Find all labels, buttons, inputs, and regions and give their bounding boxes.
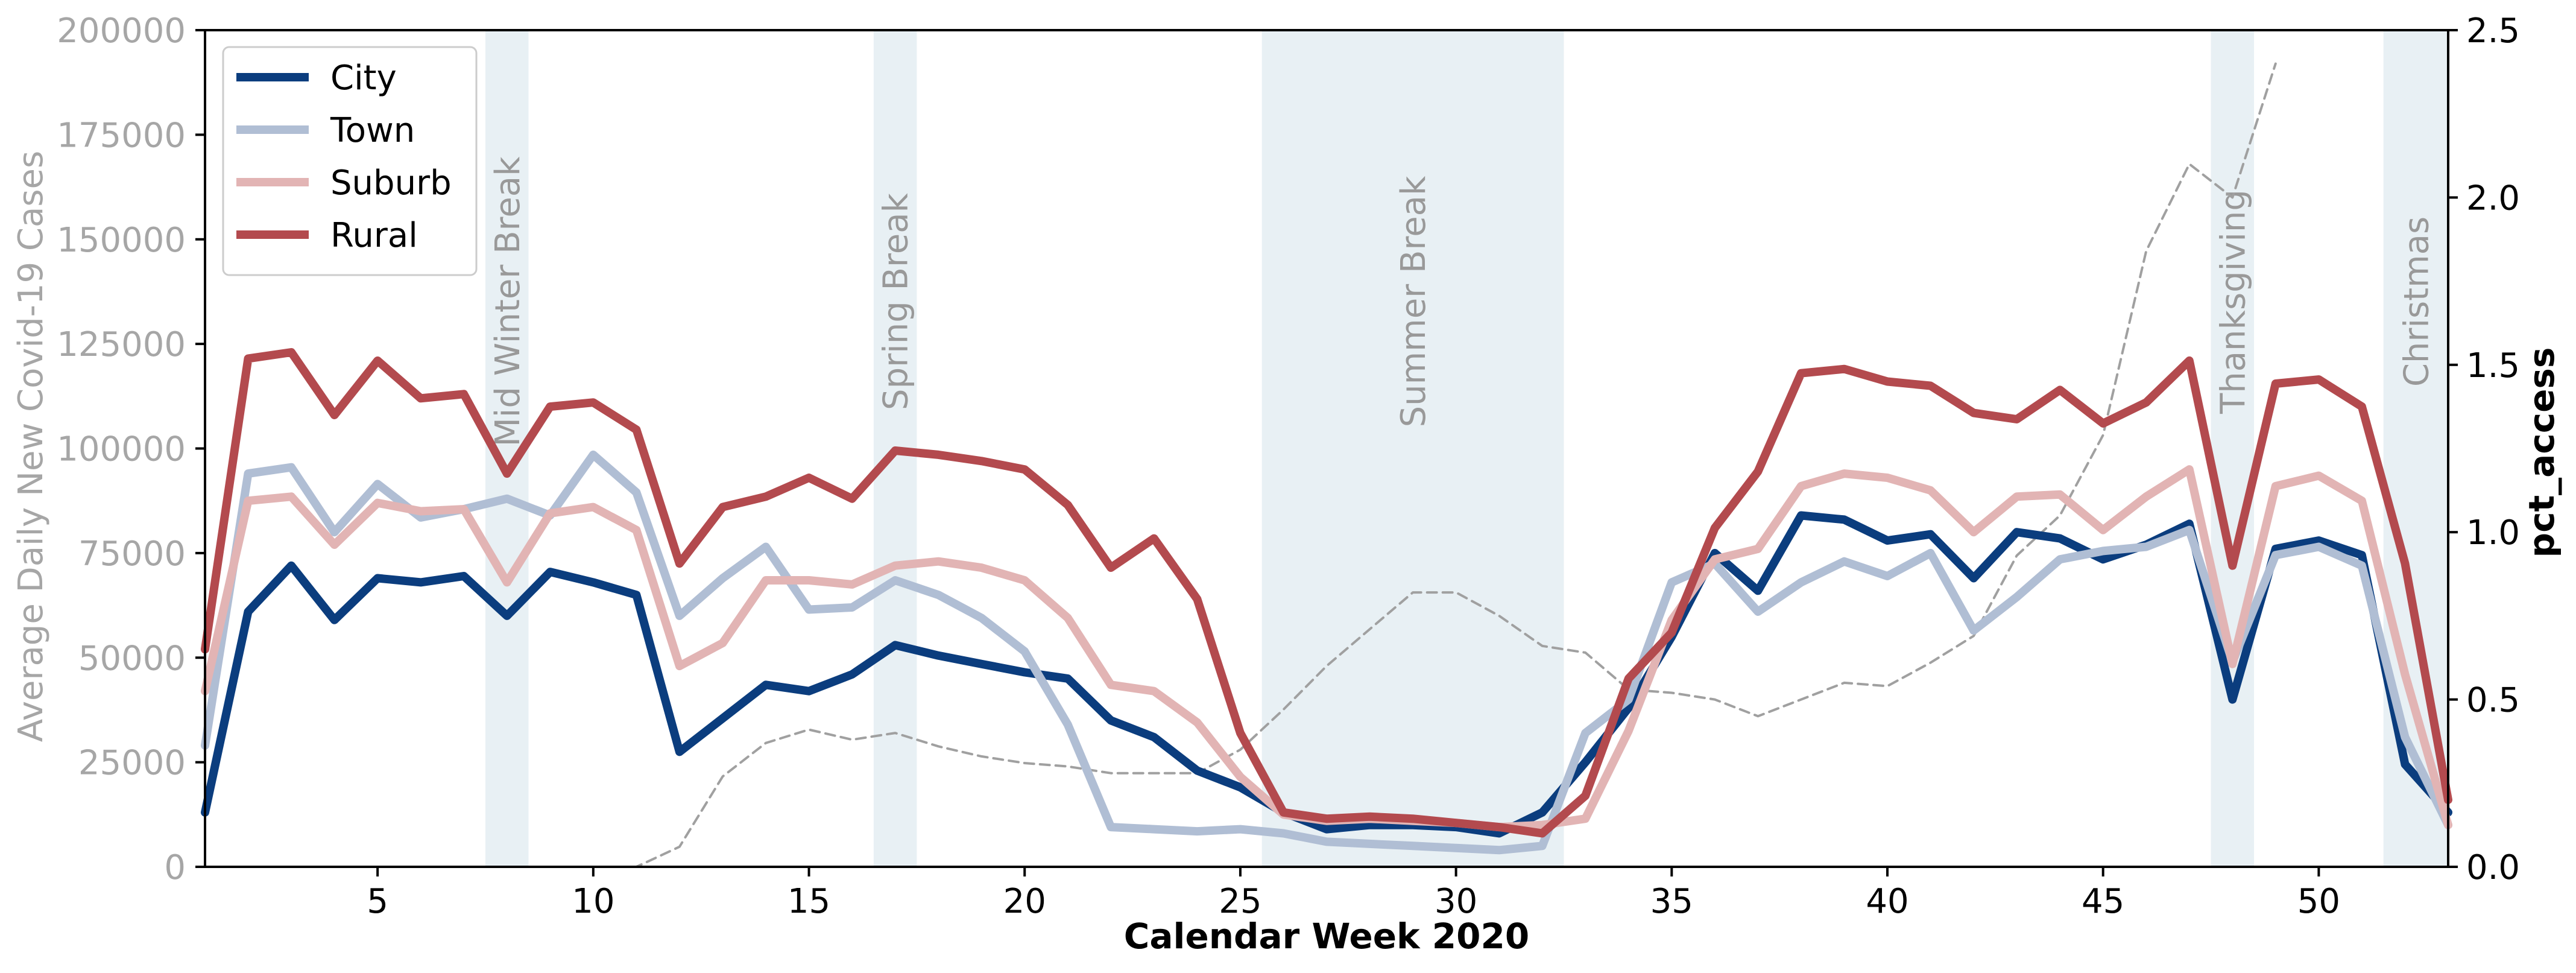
break-labels: Mid Winter Break Spring Break Summer Break… [488,156,2437,447]
series-line-pct-access [333,62,2277,868]
y-tick-label: 50000 [78,639,186,678]
x-tick-label: 20 [1003,882,1046,921]
y-axis-label-left: Average Daily New Covid-19 Cases [11,151,51,742]
y2-tick-label: 0.0 [2466,848,2520,887]
y-axis-label-right: pct_access [2521,347,2562,558]
x-tick-label: 40 [1866,882,1908,921]
y2-tick-label: 1.5 [2466,346,2520,385]
x-tick-label: 45 [2082,882,2124,921]
y-tick-label: 150000 [57,221,186,260]
break-label-thanksgiving: Thanksgiving [2214,189,2253,414]
break-band-thanksgiving [2211,30,2255,867]
series-line-town [201,450,2452,855]
legend-box [222,46,478,276]
y-tick-label: 100000 [57,430,186,469]
x-tick-label: 50 [2297,882,2340,921]
break-band-summer-break [1261,30,1564,867]
y-tick-label: 125000 [57,325,186,364]
series-lines [201,62,2452,868]
x-tick-label: 25 [1219,882,1261,921]
legend-label-suburb: Suburb [330,163,452,203]
y-axis-right: 0.0 0.5 1.0 1.5 2.0 2.5 [2448,11,2520,887]
x-tick-label: 10 [572,882,614,921]
legend-label-town: Town [330,111,415,150]
y-tick-label: 0 [164,848,186,887]
break-bands [485,30,2448,867]
break-label-summer-break: Summer Break [1394,176,1433,427]
y2-tick-label: 2.0 [2466,179,2520,218]
break-label-mid-winter-break: Mid Winter Break [488,156,528,447]
y-tick-label: 175000 [57,116,186,155]
y-axis-left: 0 25000 50000 75000 100000 125000 150000 175000… [57,11,205,887]
y2-tick-label: 1.0 [2466,513,2520,553]
break-label-spring-break: Spring Break [877,192,916,410]
legend: City Town Suburb Rural [222,46,478,276]
y2-tick-label: 0.5 [2466,681,2520,720]
y2-tick-label: 2.5 [2466,11,2520,51]
y-tick-label: 25000 [78,744,186,783]
x-axis: 5 10 15 20 25 30 35 40 45 50 [367,867,2340,921]
legend-label-city: City [330,59,397,98]
x-tick-label: 15 [788,882,830,921]
legend-label-rural: Rural [330,216,418,255]
series-line-rural [201,348,2452,838]
y-tick-label: 75000 [78,534,186,574]
break-label-christmas: Christmas [2397,217,2436,387]
y-tick-label: 200000 [57,11,186,51]
x-tick-label: 35 [1650,882,1693,921]
series-line-city [201,511,2452,838]
x-tick-label: 30 [1435,882,1477,921]
x-tick-label: 5 [367,882,388,921]
x-axis-label: Calendar Week 2020 [1124,916,1529,957]
